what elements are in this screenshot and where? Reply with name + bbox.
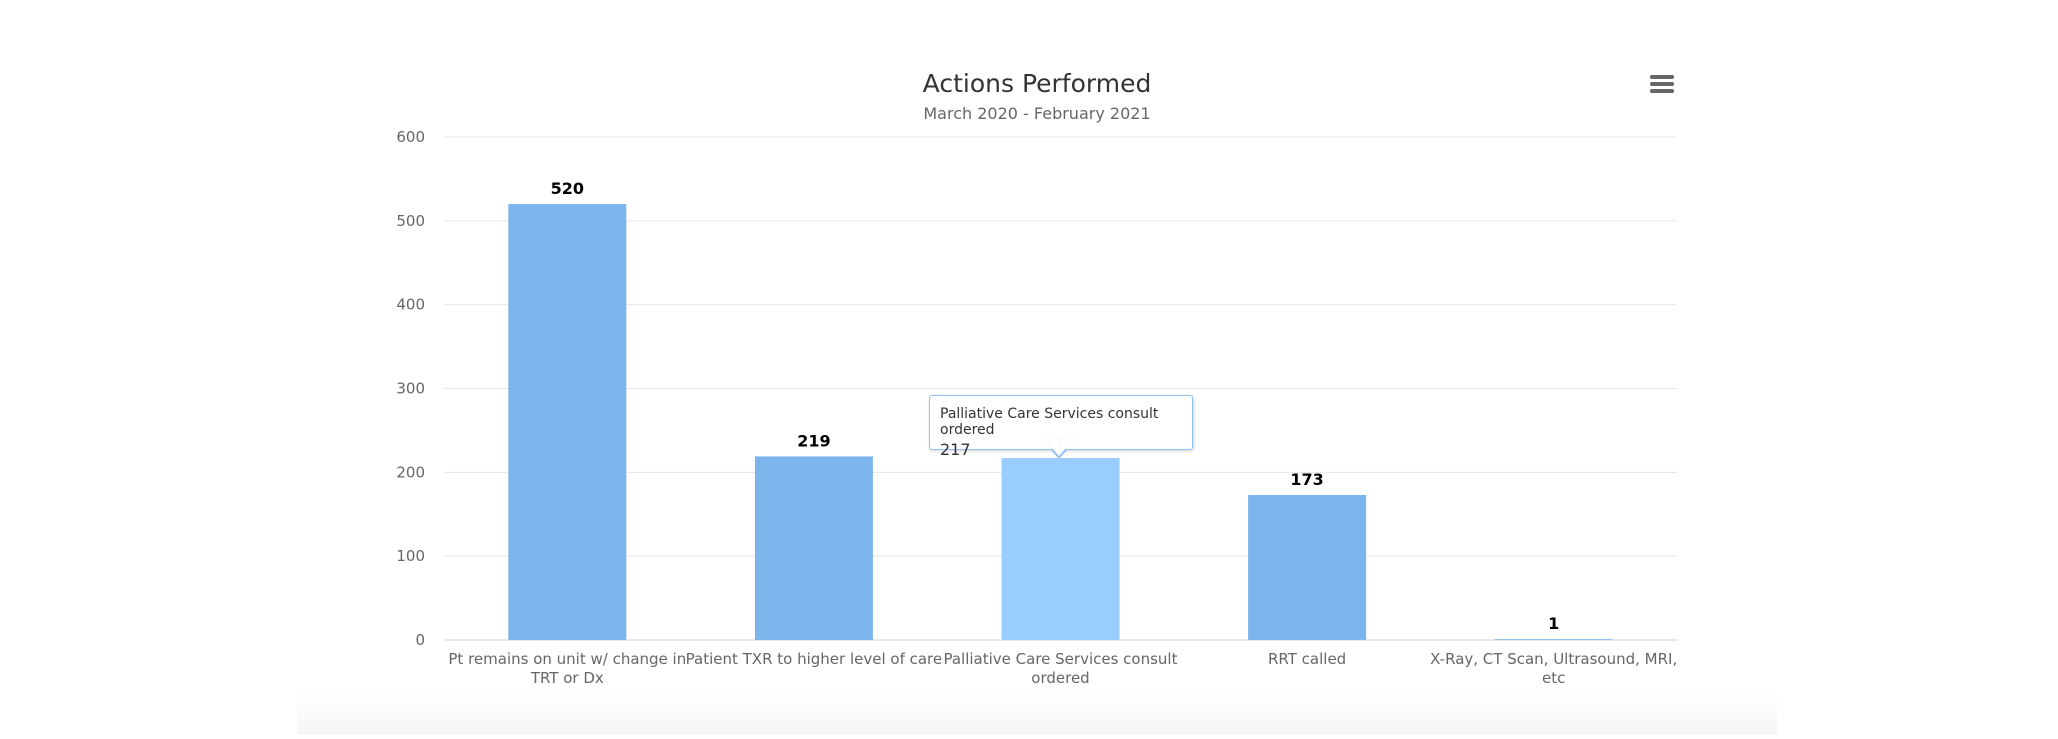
chart-tooltip: Palliative Care Services consult ordered… [929, 395, 1193, 459]
bar[interactable] [754, 456, 873, 640]
chart-menu-button[interactable] [1646, 72, 1678, 100]
y-tick-label: 500 [396, 212, 425, 230]
x-tick-label: Pt remains on unit w/ change in [448, 650, 686, 668]
x-tick-label: TRT or Dx [530, 669, 604, 687]
bar[interactable] [1001, 458, 1120, 640]
footer-strip [297, 690, 1777, 735]
tooltip-series-name: Palliative Care Services consult ordered [940, 406, 1159, 438]
data-label: 520 [551, 179, 584, 198]
x-tick-label: RRT called [1268, 650, 1346, 668]
data-label: 1 [1548, 614, 1559, 633]
x-tick-label: ordered [1031, 669, 1089, 687]
y-tick-label: 300 [396, 380, 425, 398]
x-tick-label: Patient TXR to higher level of care [686, 650, 943, 668]
x-tick-label: X-Ray, CT Scan, Ultrasound, MRI, [1430, 650, 1677, 668]
y-tick-label: 0 [415, 631, 425, 649]
data-label: 219 [797, 431, 830, 450]
x-tick-label: Palliative Care Services consult [943, 650, 1177, 668]
bar[interactable] [508, 204, 627, 641]
data-label: 173 [1290, 470, 1323, 489]
y-tick-label: 200 [396, 463, 425, 481]
y-tick-label: 400 [396, 296, 425, 314]
chart-subtitle: March 2020 - February 2021 [923, 104, 1150, 123]
hamburger-menu-icon [1650, 75, 1674, 79]
bar[interactable] [1494, 639, 1613, 640]
tooltip-value: 217 [940, 440, 971, 459]
y-tick-label: 100 [396, 547, 425, 565]
chart-title: Actions Performed [923, 69, 1152, 98]
x-tick-label: etc [1542, 669, 1565, 687]
y-tick-label: 600 [396, 128, 425, 146]
bar[interactable] [1248, 494, 1367, 640]
